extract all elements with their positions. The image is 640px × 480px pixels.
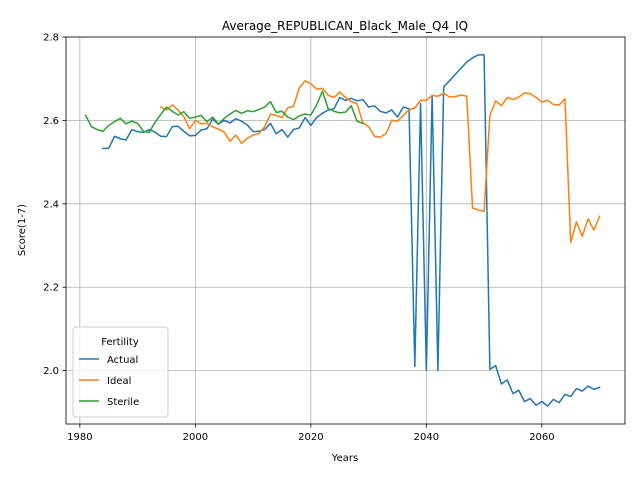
- series-line-ideal: [159, 80, 601, 244]
- y-axis-label: Score(1-7): [17, 204, 28, 256]
- chart-title: Average_REPUBLICAN_Black_Male_Q4_IQ: [222, 19, 468, 33]
- x-tick-label-2060: 2060: [529, 432, 554, 443]
- x-tick-label-2040: 2040: [414, 432, 439, 443]
- y-tick-label-2-4: 2.4: [43, 199, 59, 210]
- axis-ticks: 1980 2000 2020 2040 2060 2.0 2.2 2.4 2.6 2.8: [43, 33, 554, 444]
- x-tick-label-2000: 2000: [183, 432, 208, 443]
- legend-label-actual: Actual: [107, 355, 138, 366]
- y-tick-label-2-0: 2.0: [43, 366, 59, 377]
- series-line-sterile: [84, 90, 364, 134]
- y-tick-label-2-2: 2.2: [43, 283, 59, 294]
- legend-box: [72, 326, 169, 418]
- x-tick-label-1980: 1980: [67, 432, 92, 443]
- series-lines: [84, 54, 601, 407]
- legend-label-sterile: Sterile: [107, 397, 139, 408]
- legend-title: Fertility: [101, 337, 139, 348]
- x-axis-label: Years: [331, 453, 358, 464]
- y-tick-label-2-8: 2.8: [43, 33, 59, 44]
- plot-frame: [65, 36, 626, 425]
- legend-label-ideal: Ideal: [107, 376, 131, 387]
- y-tick-label-2-6: 2.6: [43, 116, 59, 127]
- legend: Fertility Actual Ideal Sterile: [72, 326, 169, 418]
- x-tick-label-2020: 2020: [298, 432, 323, 443]
- series-line-actual: [102, 54, 601, 407]
